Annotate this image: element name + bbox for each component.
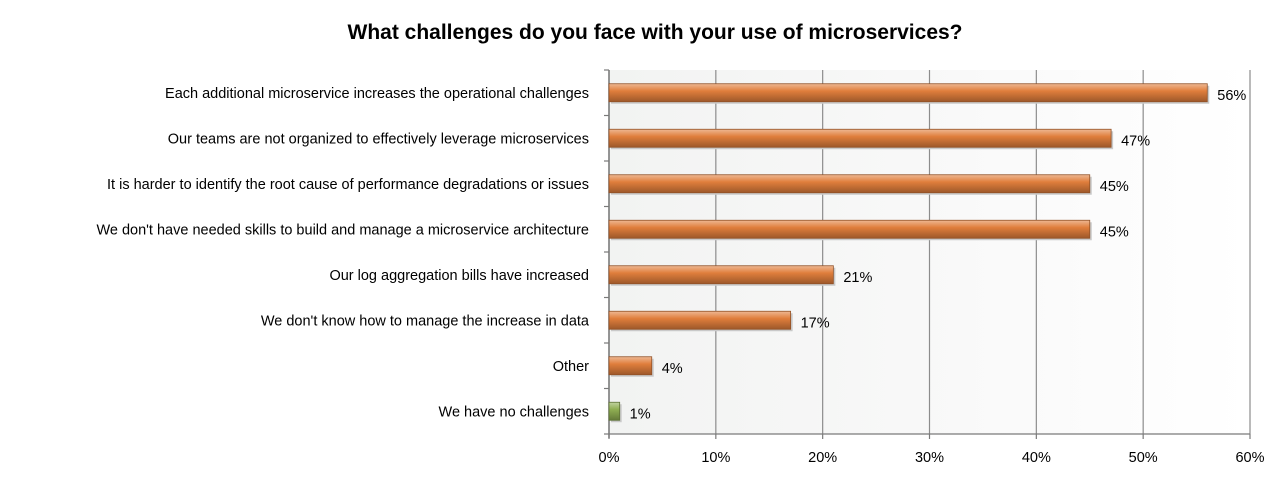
bar (608, 356, 653, 376)
bar (608, 219, 1091, 239)
x-tick-label: 10% (701, 450, 730, 466)
value-label: 45% (1100, 224, 1129, 240)
value-label: 1% (630, 406, 651, 422)
bar (608, 128, 1112, 148)
bar (608, 174, 1091, 194)
value-label: 17% (801, 315, 830, 331)
x-tick-label: 40% (1022, 450, 1051, 466)
category-label: Other (553, 359, 589, 375)
value-label: 4% (662, 361, 683, 377)
value-label: 45% (1100, 179, 1129, 195)
x-tick-label: 60% (1235, 450, 1264, 466)
chart-title: What challenges do you face with your us… (348, 21, 963, 44)
x-tick-label: 0% (599, 450, 620, 466)
bars (608, 83, 1210, 423)
category-label: Our teams are not organized to effective… (168, 131, 589, 147)
bar (608, 310, 792, 330)
value-label: 21% (843, 270, 872, 286)
x-tick-label: 20% (808, 450, 837, 466)
labels: 0% 10% 20% 30% 40% 50% 60% Each additional micr… (96, 86, 1264, 466)
category-label: Each additional microservice increases t… (165, 86, 589, 102)
category-label: We have no challenges (439, 404, 589, 420)
category-label: We don't know how to manage the increase… (261, 313, 590, 329)
bar (608, 265, 834, 285)
value-label: 47% (1121, 133, 1150, 149)
value-label: 56% (1217, 88, 1246, 104)
bar (608, 401, 621, 421)
bar (608, 83, 1208, 103)
category-label: We don't have needed skills to build and… (96, 222, 589, 238)
category-label: It is harder to identify the root cause … (107, 177, 589, 193)
x-tick-label: 50% (1129, 450, 1158, 466)
category-label: Our log aggregation bills have increased (329, 268, 589, 284)
x-tick-label: 30% (915, 450, 944, 466)
